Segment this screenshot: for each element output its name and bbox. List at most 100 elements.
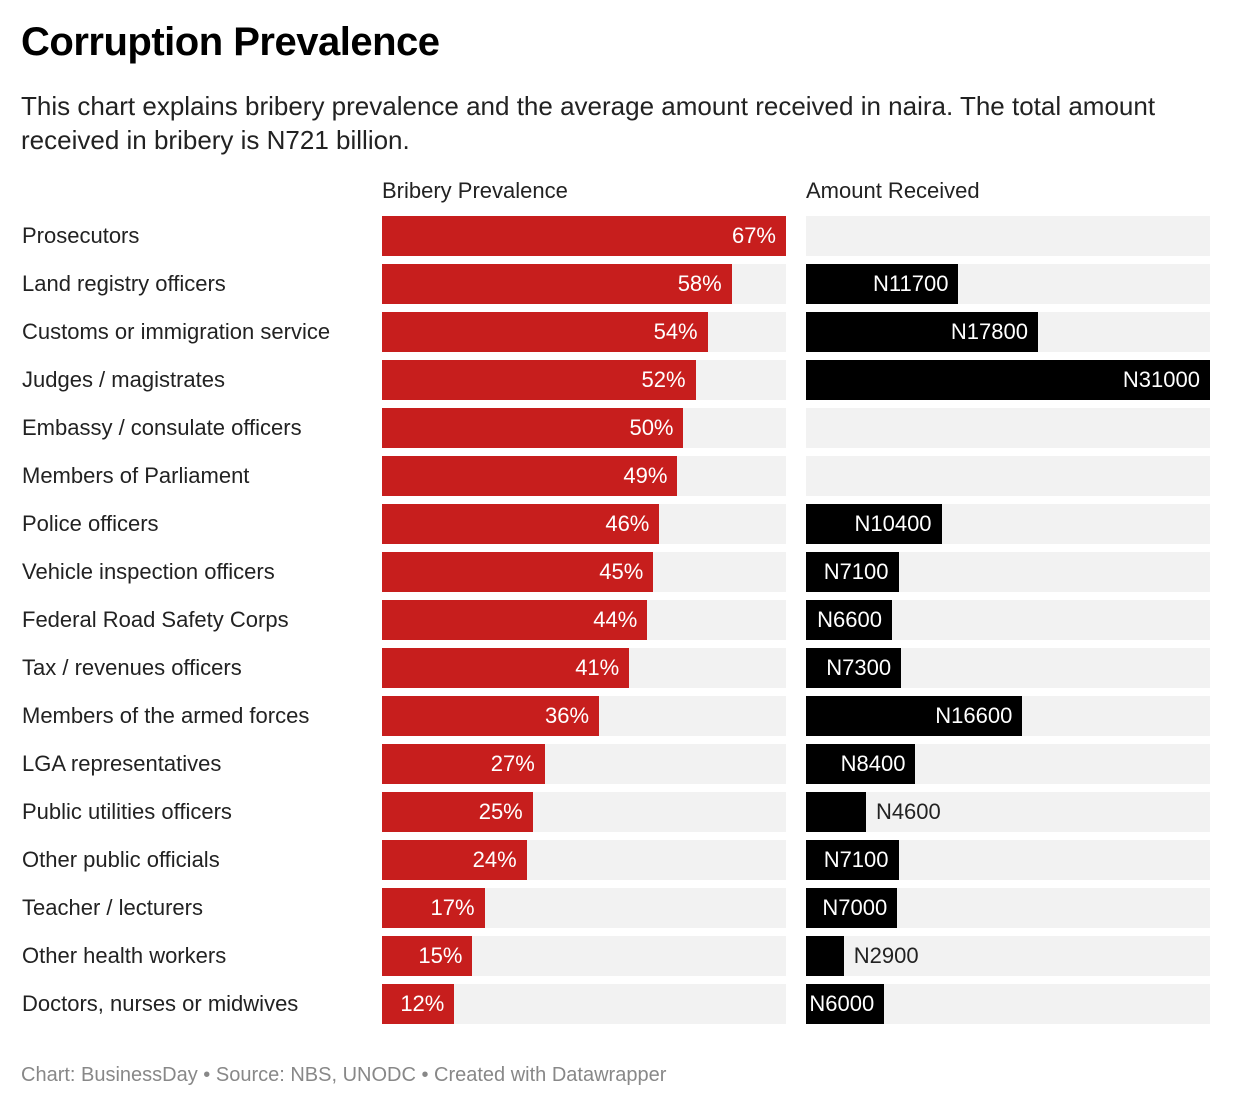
bar-track: N11700 bbox=[806, 264, 1210, 304]
bar-track: 24% bbox=[382, 840, 786, 880]
bar-track: N7000 bbox=[806, 888, 1210, 928]
data-label: 12% bbox=[400, 991, 445, 1016]
data-label: 17% bbox=[430, 895, 475, 920]
bar-track: N17800 bbox=[806, 312, 1210, 352]
bar-track: 15% bbox=[382, 936, 786, 976]
category-label: Federal Road Safety Corps bbox=[22, 607, 289, 632]
data-label: N16600 bbox=[935, 703, 1013, 728]
data-label: 54% bbox=[653, 319, 698, 344]
category-label: Members of the armed forces bbox=[22, 703, 310, 728]
data-label: N6000 bbox=[809, 991, 875, 1016]
chart-title: Corruption Prevalence bbox=[21, 20, 440, 64]
bar-track: 46% bbox=[382, 504, 786, 544]
amount-bar bbox=[806, 936, 844, 976]
data-label: 52% bbox=[641, 367, 686, 392]
bar-track: N6000 bbox=[806, 984, 1210, 1024]
category-label: Other health workers bbox=[22, 943, 227, 968]
bar-track: 17% bbox=[382, 888, 786, 928]
data-label: N6600 bbox=[817, 607, 883, 632]
amount-bar bbox=[806, 984, 885, 1024]
data-label: N31000 bbox=[1122, 367, 1200, 392]
data-label: 50% bbox=[629, 415, 674, 440]
prevalence-bar bbox=[382, 936, 473, 976]
data-label: N10400 bbox=[854, 511, 932, 536]
category-label: Prosecutors bbox=[22, 223, 140, 248]
bar-track: N7100 bbox=[806, 552, 1210, 592]
bar-track: N2900 bbox=[806, 936, 1210, 976]
prevalence-bar bbox=[382, 504, 660, 544]
category-label: Customs or immigration service bbox=[22, 319, 331, 344]
data-label: N7300 bbox=[826, 655, 892, 680]
prevalence-bar bbox=[382, 216, 786, 256]
bar-track: 49% bbox=[382, 456, 786, 496]
column-header-prevalence: Bribery Prevalence bbox=[382, 178, 568, 203]
bar-track: 58% bbox=[382, 264, 786, 304]
prevalence-bar bbox=[382, 552, 654, 592]
prevalence-bar bbox=[382, 744, 545, 784]
data-label: N7000 bbox=[822, 895, 888, 920]
bar-track: N10400 bbox=[806, 504, 1210, 544]
bar-track: 52% bbox=[382, 360, 786, 400]
bar-track: 50% bbox=[382, 408, 786, 448]
category-label: Vehicle inspection officers bbox=[22, 559, 275, 584]
data-label: 44% bbox=[593, 607, 638, 632]
prevalence-bar bbox=[382, 456, 678, 496]
prevalence-bar bbox=[382, 600, 648, 640]
category-label: Police officers bbox=[22, 511, 159, 536]
prevalence-bar bbox=[382, 792, 533, 832]
amount-bar bbox=[806, 264, 959, 304]
data-label: N7100 bbox=[823, 559, 889, 584]
data-label: 58% bbox=[677, 271, 722, 296]
amount-bar bbox=[806, 888, 898, 928]
data-label: 27% bbox=[490, 751, 535, 776]
data-label: N11700 bbox=[873, 271, 949, 296]
data-label: N2900 bbox=[853, 943, 919, 968]
prevalence-bar bbox=[382, 984, 455, 1024]
amount-bar bbox=[806, 312, 1038, 352]
category-label: Tax / revenues officers bbox=[22, 655, 242, 680]
column-header-amount: Amount Received bbox=[806, 178, 980, 203]
amount-bar bbox=[806, 696, 1023, 736]
prevalence-bar bbox=[382, 696, 600, 736]
category-label: Judges / magistrates bbox=[22, 367, 225, 392]
bar-track: 45% bbox=[382, 552, 786, 592]
bar-track: 41% bbox=[382, 648, 786, 688]
amount-bar bbox=[806, 744, 916, 784]
chart-subtitle: This chart explains bribery prevalence a… bbox=[21, 91, 1156, 155]
data-label: 24% bbox=[472, 847, 517, 872]
category-label: Doctors, nurses or midwives bbox=[22, 991, 299, 1016]
amount-bar bbox=[806, 504, 942, 544]
bar-track: N7100 bbox=[806, 840, 1210, 880]
bar-track: N16600 bbox=[806, 696, 1210, 736]
bar-track bbox=[806, 408, 1210, 448]
category-label: LGA representatives bbox=[22, 751, 222, 776]
prevalence-bar bbox=[382, 408, 684, 448]
category-label: Other public officials bbox=[22, 847, 220, 872]
bar-track: 27% bbox=[382, 744, 786, 784]
data-label: N8400 bbox=[840, 751, 906, 776]
bar-track: N6600 bbox=[806, 600, 1210, 640]
data-label: N4600 bbox=[875, 799, 941, 824]
bar-track bbox=[806, 216, 1210, 256]
bar-track: 25% bbox=[382, 792, 786, 832]
data-label: 36% bbox=[545, 703, 590, 728]
amount-bar bbox=[806, 600, 892, 640]
bar-track bbox=[806, 456, 1210, 496]
prevalence-bar bbox=[382, 312, 708, 352]
amount-bar bbox=[806, 840, 899, 880]
data-label: 25% bbox=[478, 799, 523, 824]
data-label: 49% bbox=[623, 463, 668, 488]
category-label: Public utilities officers bbox=[22, 799, 232, 824]
data-label: 15% bbox=[418, 943, 463, 968]
amount-bar bbox=[806, 648, 902, 688]
data-label: N7100 bbox=[823, 847, 889, 872]
bar-track: 54% bbox=[382, 312, 786, 352]
bar-track: N4600 bbox=[806, 792, 1210, 832]
data-label: 41% bbox=[575, 655, 620, 680]
bar-track: N31000 bbox=[806, 360, 1210, 400]
bar-track: N7300 bbox=[806, 648, 1210, 688]
amount-bar bbox=[806, 552, 899, 592]
category-label: Members of Parliament bbox=[22, 463, 250, 488]
prevalence-bar bbox=[382, 840, 527, 880]
data-label: 46% bbox=[605, 511, 650, 536]
